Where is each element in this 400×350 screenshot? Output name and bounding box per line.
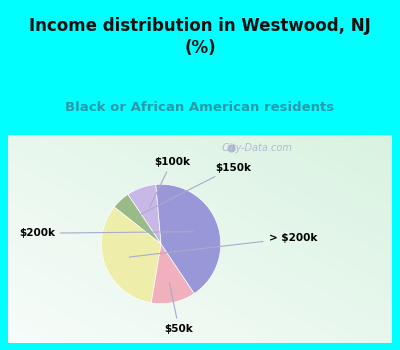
Text: $50k: $50k	[164, 283, 193, 334]
Text: > $200k: > $200k	[129, 233, 317, 257]
Text: Income distribution in Westwood, NJ
(%): Income distribution in Westwood, NJ (%)	[29, 17, 371, 57]
Text: $150k: $150k	[138, 162, 251, 216]
Wedge shape	[128, 184, 161, 244]
Wedge shape	[101, 207, 161, 303]
Text: $100k: $100k	[150, 156, 190, 206]
Text: $200k: $200k	[19, 228, 193, 238]
Wedge shape	[151, 244, 194, 304]
Wedge shape	[156, 184, 221, 294]
Text: City-Data.com: City-Data.com	[216, 144, 292, 153]
Wedge shape	[114, 194, 161, 244]
Text: Black or African American residents: Black or African American residents	[66, 101, 334, 114]
